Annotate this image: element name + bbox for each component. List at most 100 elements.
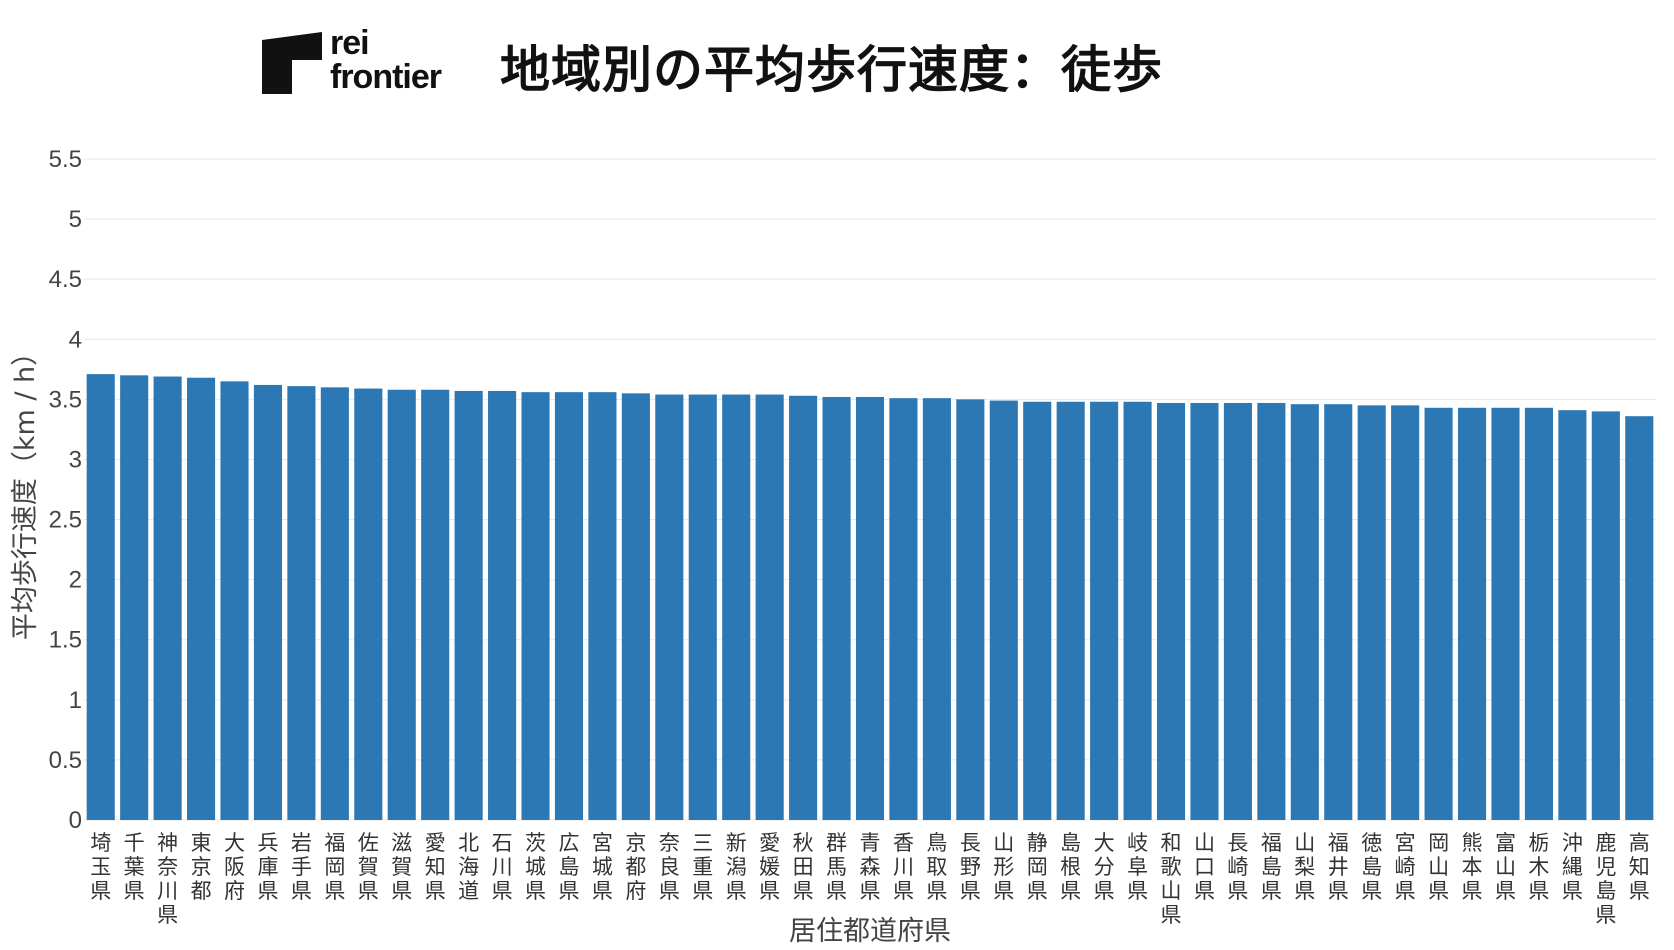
x-tick-label: 山口県: [1194, 831, 1215, 903]
x-tick-label: 岐阜県: [1127, 831, 1148, 903]
bar: [588, 392, 617, 820]
x-tick-label: 長野県: [960, 831, 981, 903]
x-tick-label: 愛知県: [425, 831, 446, 903]
y-tick-label: 0: [69, 807, 82, 834]
x-tick-label: 福岡県: [324, 831, 345, 903]
header: rei frontier 地域別の平均歩行速度：徒歩: [0, 0, 1674, 130]
y-tick-label: 1: [69, 687, 82, 714]
x-tick-label: 佐賀県: [358, 831, 379, 903]
bar: [989, 400, 1018, 820]
x-tick-label: 岩手県: [291, 831, 312, 903]
x-tick-label: 山形県: [993, 831, 1014, 903]
x-tick-label: 兵庫県: [257, 831, 278, 903]
bar: [1023, 401, 1052, 820]
bar: [655, 394, 684, 820]
x-tick-label: 大分県: [1094, 831, 1115, 903]
x-tick-label: 長崎県: [1227, 831, 1248, 903]
bar: [688, 394, 717, 820]
bar: [521, 392, 550, 820]
x-tick-label: 埼玉県: [90, 831, 111, 903]
bar: [889, 398, 918, 820]
x-axis-title: 居住都道府県: [789, 916, 951, 947]
bar: [1391, 405, 1420, 820]
bar: [755, 394, 784, 820]
bar: [253, 384, 283, 820]
x-tick-label: 秋田県: [793, 831, 814, 903]
x-tick-label: 熊本県: [1462, 831, 1483, 903]
bar: [1257, 402, 1286, 820]
bar: [220, 381, 249, 820]
bar: [86, 374, 115, 820]
bar: [320, 387, 349, 820]
x-tick-label: 青森県: [860, 831, 881, 903]
x-tick-label: 香川県: [893, 831, 914, 903]
bar: [1491, 407, 1520, 820]
x-tick-label: 奈良県: [659, 831, 680, 903]
bar: [1357, 405, 1386, 820]
bars: [86, 374, 1654, 820]
bar: [1457, 407, 1487, 820]
y-tick-label: 2: [69, 567, 82, 594]
x-axis-category-labels: 埼玉県千葉県神奈川県東京都大阪府兵庫県岩手県福岡県佐賀県滋賀県愛知県北海道石川県…: [90, 831, 1650, 927]
x-tick-label: 富山県: [1495, 831, 1516, 903]
bar: [1190, 402, 1219, 820]
bar: [1524, 407, 1553, 820]
x-tick-label: 福井県: [1328, 831, 1349, 903]
x-tick-label: 宮城県: [592, 831, 613, 903]
y-axis-ticks: 0 0.5 1 1.5 2 2.5 3 3.5 4 4.5 5 5.5: [49, 146, 82, 834]
bar: [421, 389, 450, 820]
bar: [554, 392, 584, 820]
y-tick-label: 5: [69, 206, 82, 233]
bar: [922, 398, 951, 820]
y-tick-label: 4: [69, 326, 82, 353]
x-tick-label: 北海道: [458, 831, 479, 903]
y-tick-label: 3.5: [49, 386, 82, 413]
logo-mark-icon: [262, 32, 322, 94]
x-tick-label: 島根県: [1060, 831, 1081, 903]
bar: [722, 394, 751, 820]
x-tick-label: 栃木県: [1528, 831, 1549, 903]
x-tick-label: 群馬県: [826, 831, 847, 903]
bar: [956, 399, 985, 820]
bar: [488, 390, 517, 820]
bar: [1324, 404, 1353, 820]
y-tick-label: 4.5: [49, 266, 82, 293]
y-tick-label: 0.5: [49, 747, 82, 774]
x-tick-label: 静岡県: [1027, 831, 1048, 903]
x-tick-label: 和歌山県: [1161, 831, 1182, 927]
x-tick-label: 石川県: [492, 831, 513, 903]
bar: [1123, 401, 1152, 820]
bar: [855, 396, 885, 820]
bar: [621, 393, 650, 820]
bar: [1156, 402, 1186, 820]
x-tick-label: 山梨県: [1294, 831, 1315, 903]
brand-line1: rei: [330, 24, 370, 62]
bar: [387, 389, 416, 820]
bar: [1290, 404, 1319, 820]
bar: [153, 376, 182, 820]
brand-line2: frontier: [330, 58, 442, 96]
chart-title: 地域別の平均歩行速度：徒歩: [500, 41, 1163, 99]
x-tick-label: 徳島県: [1361, 831, 1382, 903]
x-tick-label: 滋賀県: [391, 831, 412, 903]
x-tick-label: 鳥取県: [926, 831, 947, 903]
x-tick-label: 東京都: [191, 831, 212, 903]
y-axis-title: 平均歩行速度（km / h）: [10, 339, 41, 640]
x-tick-label: 新潟県: [726, 831, 747, 903]
y-tick-label: 2.5: [49, 507, 82, 534]
bar: [1056, 401, 1085, 820]
y-tick-label: 5.5: [49, 146, 82, 173]
x-tick-label: 千葉県: [124, 831, 145, 903]
bar: [789, 395, 818, 820]
x-tick-label: 茨城県: [525, 831, 546, 903]
y-tick-label: 1.5: [49, 627, 82, 654]
x-tick-label: 福島県: [1261, 831, 1282, 903]
x-tick-label: 神奈川県: [157, 831, 178, 927]
bar: [1625, 416, 1654, 820]
x-tick-label: 広島県: [558, 831, 579, 903]
bar: [1223, 402, 1252, 820]
x-tick-label: 大阪府: [224, 831, 245, 903]
bar: [1591, 411, 1620, 820]
x-tick-label: 愛媛県: [759, 831, 780, 903]
bar: [822, 396, 851, 820]
